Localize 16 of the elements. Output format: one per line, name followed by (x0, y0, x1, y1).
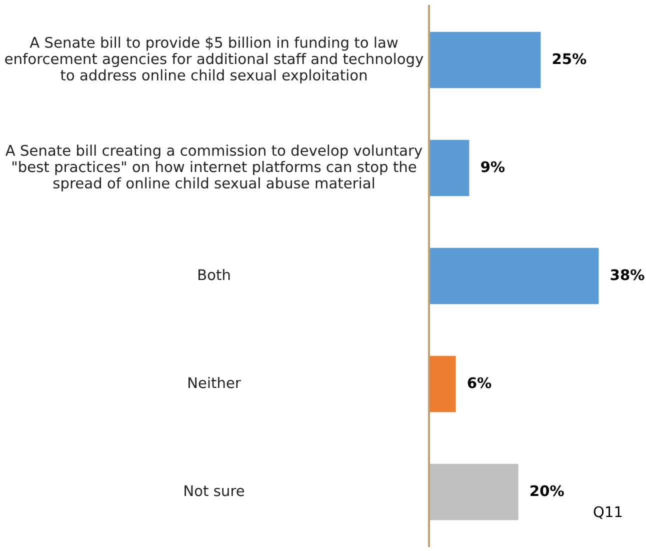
y-tick-label: Neither (188, 376, 241, 388)
annotation: Q11 (594, 506, 622, 519)
data-label: 9% (481, 161, 505, 172)
bar (429, 356, 456, 412)
bar (429, 248, 599, 304)
data-label: 38% (610, 269, 644, 280)
y-tick-label: Not sure (184, 485, 244, 496)
y-tick-label: Both (198, 268, 230, 280)
bar (429, 140, 470, 196)
data-label: 6% (468, 377, 492, 388)
y-tick-label: A Senate bill to provide $5 billion in funding to law enforcement agencies for additional staff and technology to address online child sexual exploitation (5, 36, 424, 84)
y-tick-label: A Senate bill creating a commission to develop voluntary "best practices" on how internet platforms can stop the spread of online child sexual abuse material (5, 144, 422, 192)
bar (429, 464, 518, 520)
data-label: 20% (530, 485, 564, 496)
bar (429, 32, 541, 88)
data-label: 25% (552, 53, 586, 64)
